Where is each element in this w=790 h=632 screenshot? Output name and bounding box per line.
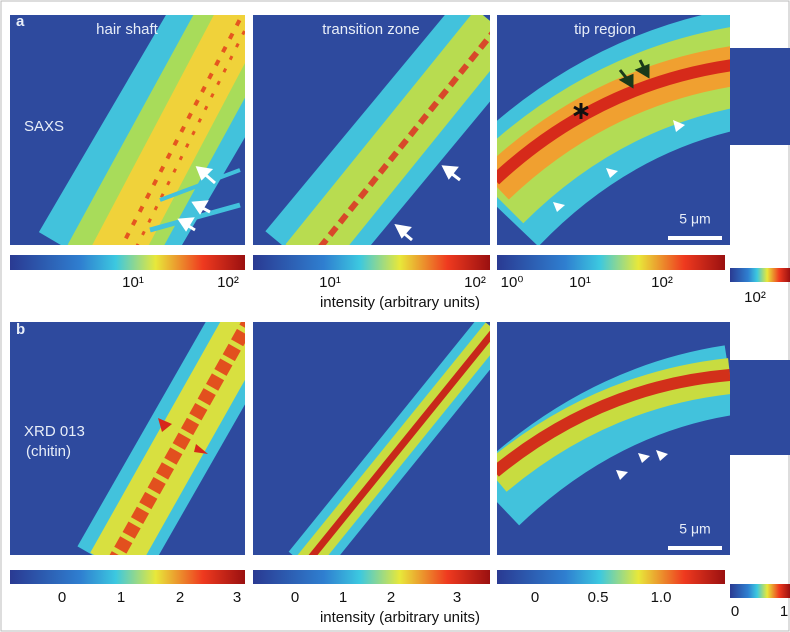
colorbar-tick-label: 10¹	[569, 274, 591, 291]
scale-bar-label: 5 μm	[679, 521, 710, 537]
colorbar-tick-label: 1	[339, 589, 347, 606]
colorbar-tick-label: 10²	[464, 274, 486, 291]
image-panels-a	[10, 15, 790, 245]
axis-label: intensity (arbitrary units)	[320, 294, 480, 311]
panel-label: a	[16, 13, 25, 30]
panel-label: b	[16, 321, 25, 338]
colorbar-tick-label: 0	[291, 589, 299, 606]
colorbar-tick-label: 1	[117, 589, 125, 606]
colorbar-tick-label: 10¹	[122, 274, 144, 291]
colorbar-tick-label: 10²	[744, 289, 766, 306]
colorbar-tick-label: 10⁰	[501, 274, 524, 291]
colorbar-tick-label: 0	[531, 589, 539, 606]
row-label: (chitin)	[26, 443, 71, 460]
column-title: transition zone	[322, 21, 420, 38]
colorbars	[10, 255, 790, 598]
axis-label: intensity (arbitrary units)	[320, 609, 480, 626]
colorbar-tick-label: 3	[453, 589, 461, 606]
column-title: hair shaft	[96, 21, 159, 38]
colorbar-tick-label: 10¹	[319, 274, 341, 291]
colorbar-tick-label: 1.0	[651, 589, 672, 606]
colorbar-tick-label: 1	[780, 603, 788, 620]
scale-bar-label: 5 μm	[679, 211, 710, 227]
column-title: tip region	[574, 21, 636, 38]
colorbar-tick-label: 2	[176, 589, 184, 606]
colorbar-tick-label: 10²	[651, 274, 673, 291]
row-label: XRD 013	[24, 423, 85, 440]
image-panels-b	[10, 322, 790, 555]
colorbar-tick-label: 2	[387, 589, 395, 606]
colorbar-tick-label: 3	[233, 589, 241, 606]
colorbar-tick-label: 0.5	[588, 589, 609, 606]
colorbar-tick-label: 10²	[217, 274, 239, 291]
colorbar-tick-label: 0	[58, 589, 66, 606]
colorbar-tick-label: 0	[731, 603, 739, 620]
row-label: SAXS	[24, 118, 64, 135]
